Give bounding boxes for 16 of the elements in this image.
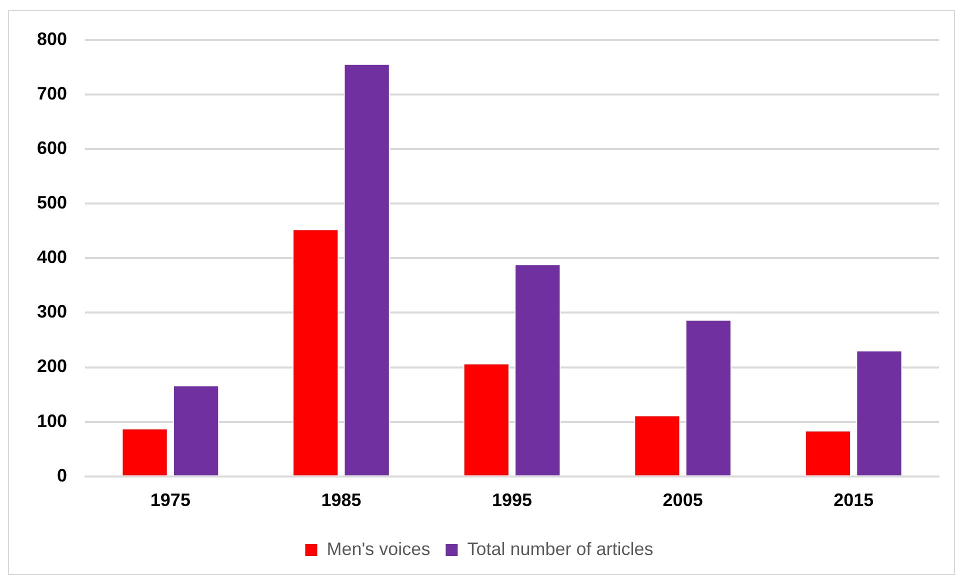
x-tick-label: 1985 (321, 490, 362, 510)
x-tick-label: 2005 (662, 490, 703, 510)
y-tick-label: 500 (36, 192, 68, 212)
y-tick-label: 600 (36, 138, 68, 158)
legend-label: Total number of articles (467, 538, 654, 559)
x-tick-label: 2015 (834, 490, 874, 510)
y-tick-label: 0 (57, 465, 68, 486)
y-tick-label: 300 (36, 302, 68, 322)
legend-label: Men's voices (326, 538, 430, 559)
x-tick-label: 1975 (150, 490, 190, 510)
x-tick-label: 1995 (492, 490, 532, 510)
y-tick-label: 200 (36, 356, 68, 376)
y-tick-label: 700 (36, 83, 68, 104)
y-tick-label: 400 (36, 247, 68, 268)
y-tick-label: 100 (36, 410, 68, 431)
y-tick-label: 800 (36, 28, 68, 49)
